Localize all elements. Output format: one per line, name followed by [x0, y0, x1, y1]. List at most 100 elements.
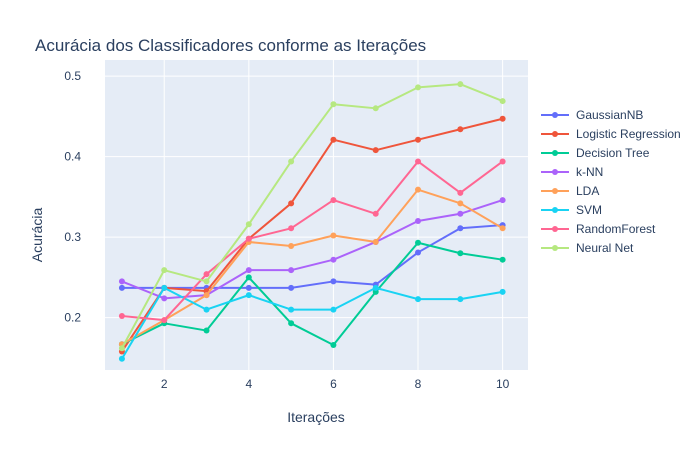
data-point-svm [499, 288, 506, 295]
data-point-neural-net [330, 101, 337, 108]
data-point-k-nn [457, 210, 464, 217]
data-point-neural-net [118, 345, 125, 352]
chart-title: Acurácia dos Classificadores conforme as… [35, 36, 426, 55]
legend-marker-swatch [552, 112, 558, 118]
data-point-neural-net [288, 158, 295, 165]
legend-label: LDA [576, 184, 599, 198]
data-point-lda [457, 200, 464, 207]
legend-item-gaussiannb[interactable]: GaussianNB [541, 108, 643, 122]
legend-item-lda[interactable]: LDA [541, 184, 599, 198]
data-point-k-nn [161, 295, 168, 302]
legend-marker-swatch [552, 169, 558, 175]
data-point-lda [499, 225, 506, 232]
data-point-decision-tree [457, 250, 464, 257]
legend-item-decision-tree[interactable]: Decision Tree [541, 146, 650, 160]
data-point-neural-net [457, 81, 464, 88]
data-point-gaussiannb [288, 284, 295, 291]
data-point-decision-tree [330, 342, 337, 349]
series-line-logistic-regression [121, 117, 503, 353]
data-point-svm [203, 306, 210, 313]
x-tick-label: 4 [245, 377, 252, 391]
data-point-neural-net [161, 267, 168, 274]
data-point-lda [330, 232, 337, 239]
legend-marker-swatch [552, 207, 558, 213]
data-point-neural-net [499, 98, 506, 105]
data-point-randomforest [161, 317, 168, 324]
data-point-neural-net [415, 84, 422, 91]
data-point-decision-tree [499, 256, 506, 263]
grid [105, 60, 528, 370]
data-point-randomforest [203, 271, 210, 278]
series-line-svm [121, 286, 503, 360]
series-line-randomforest [121, 160, 504, 322]
legend-label: Decision Tree [576, 146, 650, 160]
series-line-decision-tree [121, 241, 503, 347]
y-axis-title: Acurácia [29, 208, 45, 263]
series-group [118, 81, 506, 362]
legend-label: GaussianNB [576, 108, 643, 122]
x-tick-label: 10 [496, 377, 510, 391]
x-tick-label: 2 [161, 377, 168, 391]
series-line-gaussiannb [121, 224, 503, 289]
series-line-lda [121, 188, 504, 346]
legend[interactable]: GaussianNB Logistic Regression Decision Tr… [541, 108, 681, 255]
data-point-decision-tree [245, 274, 252, 281]
data-point-neural-net [372, 105, 379, 112]
data-point-k-nn [118, 278, 125, 285]
legend-marker-swatch [552, 188, 558, 194]
legend-marker-swatch [552, 131, 558, 137]
data-point-lda [415, 186, 422, 193]
data-point-svm [245, 292, 252, 299]
data-point-randomforest [288, 225, 295, 232]
data-point-randomforest [245, 235, 252, 242]
data-point-svm [161, 284, 168, 291]
data-point-lda [203, 292, 210, 299]
y-tick-label: 0.2 [64, 311, 81, 325]
y-tick-label: 0.4 [64, 150, 81, 164]
legend-label: Neural Net [576, 241, 634, 255]
y-tick-label: 0.5 [64, 69, 81, 83]
data-point-k-nn [499, 197, 506, 204]
data-point-logistic-regression [330, 136, 337, 143]
legend-label: RandomForest [576, 222, 656, 236]
data-point-neural-net [245, 221, 252, 228]
data-point-logistic-regression [288, 200, 295, 207]
data-point-randomforest [415, 158, 422, 165]
series-lda [118, 186, 506, 348]
data-point-logistic-regression [415, 136, 422, 143]
legend-item-k-nn[interactable]: k-NN [541, 165, 603, 179]
data-point-k-nn [330, 256, 337, 263]
data-point-randomforest [372, 210, 379, 217]
data-point-randomforest [118, 313, 125, 320]
x-tick-label: 6 [330, 377, 337, 391]
data-point-svm [288, 306, 295, 313]
data-point-logistic-regression [457, 126, 464, 133]
data-point-decision-tree [288, 320, 295, 327]
data-point-gaussiannb [457, 225, 464, 232]
data-point-k-nn [415, 218, 422, 225]
legend-marker-swatch [552, 150, 558, 156]
data-point-lda [372, 238, 379, 245]
x-tick-label: 8 [415, 377, 422, 391]
data-point-gaussiannb [415, 249, 422, 256]
series-randomforest [118, 158, 506, 324]
data-point-svm [415, 296, 422, 303]
legend-item-logistic-regression[interactable]: Logistic Regression [541, 127, 681, 141]
tick-labels: 2 4 6 8 10 0.2 0.3 0.4 0.5 [64, 69, 509, 391]
data-point-randomforest [499, 158, 506, 165]
data-point-svm [457, 296, 464, 303]
data-point-decision-tree [203, 327, 210, 334]
data-point-k-nn [288, 267, 295, 274]
series-svm [118, 284, 506, 362]
legend-item-neural-net[interactable]: Neural Net [541, 241, 634, 255]
data-point-svm [118, 355, 125, 362]
data-point-gaussiannb [118, 284, 125, 291]
legend-label: k-NN [576, 165, 603, 179]
legend-label: Logistic Regression [576, 127, 681, 141]
legend-item-randomforest[interactable]: RandomForest [541, 222, 656, 236]
data-point-svm [372, 284, 379, 291]
data-point-gaussiannb [330, 278, 337, 285]
legend-item-svm[interactable]: SVM [541, 203, 602, 217]
